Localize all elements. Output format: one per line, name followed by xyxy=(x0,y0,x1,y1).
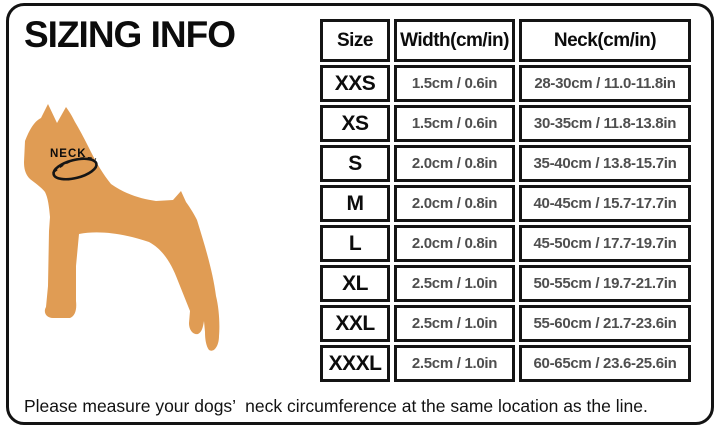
neck-label: NECK xyxy=(50,148,87,160)
neck-cell: 40-45cm / 15.7-17.7in xyxy=(519,185,691,222)
size-table: Size Width(cm/in) Neck(cm/in) XXS 1.5cm … xyxy=(320,19,692,382)
width-cell: 1.5cm / 0.6in xyxy=(394,65,515,102)
width-cell: 2.0cm / 0.8in xyxy=(394,145,515,182)
width-cell: 1.5cm / 0.6in xyxy=(394,105,515,142)
size-cell: XL xyxy=(320,265,390,302)
neck-cell: 60-65cm / 23.6-25.6in xyxy=(519,345,691,382)
size-cell: XXL xyxy=(320,305,390,342)
page-title: SIZING INFO xyxy=(24,14,236,55)
size-cell: XXXL xyxy=(320,345,390,382)
width-column-header: Width(cm/in) xyxy=(394,19,515,62)
neck-cell: 55-60cm / 21.7-23.6in xyxy=(519,305,691,342)
size-cell: M xyxy=(320,185,390,222)
width-cell: 2.5cm / 1.0in xyxy=(394,345,515,382)
size-cell: S xyxy=(320,145,390,182)
neck-cell: 30-35cm / 11.8-13.8in xyxy=(519,105,691,142)
dog-illustration: NECK xyxy=(24,104,220,351)
width-cell: 2.0cm / 0.8in xyxy=(394,185,515,222)
neck-cell: 35-40cm / 13.8-15.7in xyxy=(519,145,691,182)
neck-cell: 28-30cm / 11.0-11.8in xyxy=(519,65,691,102)
width-cell: 2.0cm / 0.8in xyxy=(394,225,515,262)
width-cell: 2.5cm / 1.0in xyxy=(394,265,515,302)
neck-collar-line xyxy=(52,157,98,181)
width-cell: 2.5cm / 1.0in xyxy=(394,305,515,342)
size-cell: L xyxy=(320,225,390,262)
neck-cell: 45-50cm / 17.7-19.7in xyxy=(519,225,691,262)
neck-column-header: Neck(cm/in) xyxy=(519,19,691,62)
size-column-header: Size xyxy=(320,19,390,62)
size-cell: XXS xyxy=(320,65,390,102)
neck-cell: 50-55cm / 19.7-21.7in xyxy=(519,265,691,302)
size-cell: XS xyxy=(320,105,390,142)
note-text: Please measure your dogs’ neck circumfer… xyxy=(24,396,648,416)
neck-dashed-line xyxy=(53,157,97,173)
dog-silhouette xyxy=(24,104,220,351)
